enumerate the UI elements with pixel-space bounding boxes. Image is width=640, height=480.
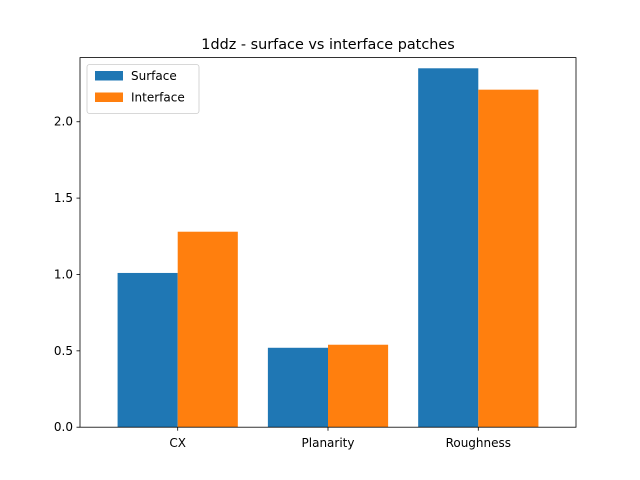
bar-surface-roughness bbox=[418, 68, 479, 428]
y-tick-label: 1.0 bbox=[54, 267, 73, 281]
legend: Surface Interface bbox=[86, 64, 200, 114]
legend-label: Interface bbox=[131, 90, 185, 104]
bar-surface-cx bbox=[117, 272, 178, 428]
x-tick-label: CX bbox=[169, 436, 186, 450]
bar-interface-cx bbox=[177, 231, 238, 428]
legend-label: Surface bbox=[131, 69, 177, 83]
y-tick-label: 1.5 bbox=[54, 191, 73, 205]
bar-interface-planarity bbox=[328, 344, 389, 428]
chart-title: 1ddz - surface vs interface patches bbox=[201, 37, 454, 53]
y-tick-label: 0.5 bbox=[54, 344, 73, 358]
bar-surface-planarity bbox=[267, 347, 328, 428]
legend-swatch bbox=[95, 92, 123, 102]
x-tick-label: Roughness bbox=[446, 436, 511, 450]
bar-interface-roughness bbox=[478, 89, 539, 428]
y-axis: 0.0 0.5 1.0 1.5 2.0 bbox=[54, 115, 80, 434]
x-tick-label: Planarity bbox=[302, 436, 355, 450]
x-axis: CX Planarity Roughness bbox=[169, 427, 511, 450]
legend-swatch bbox=[95, 71, 123, 81]
bars-group bbox=[117, 68, 539, 428]
y-tick-label: 0.0 bbox=[54, 420, 73, 434]
y-tick-label: 2.0 bbox=[54, 115, 73, 129]
